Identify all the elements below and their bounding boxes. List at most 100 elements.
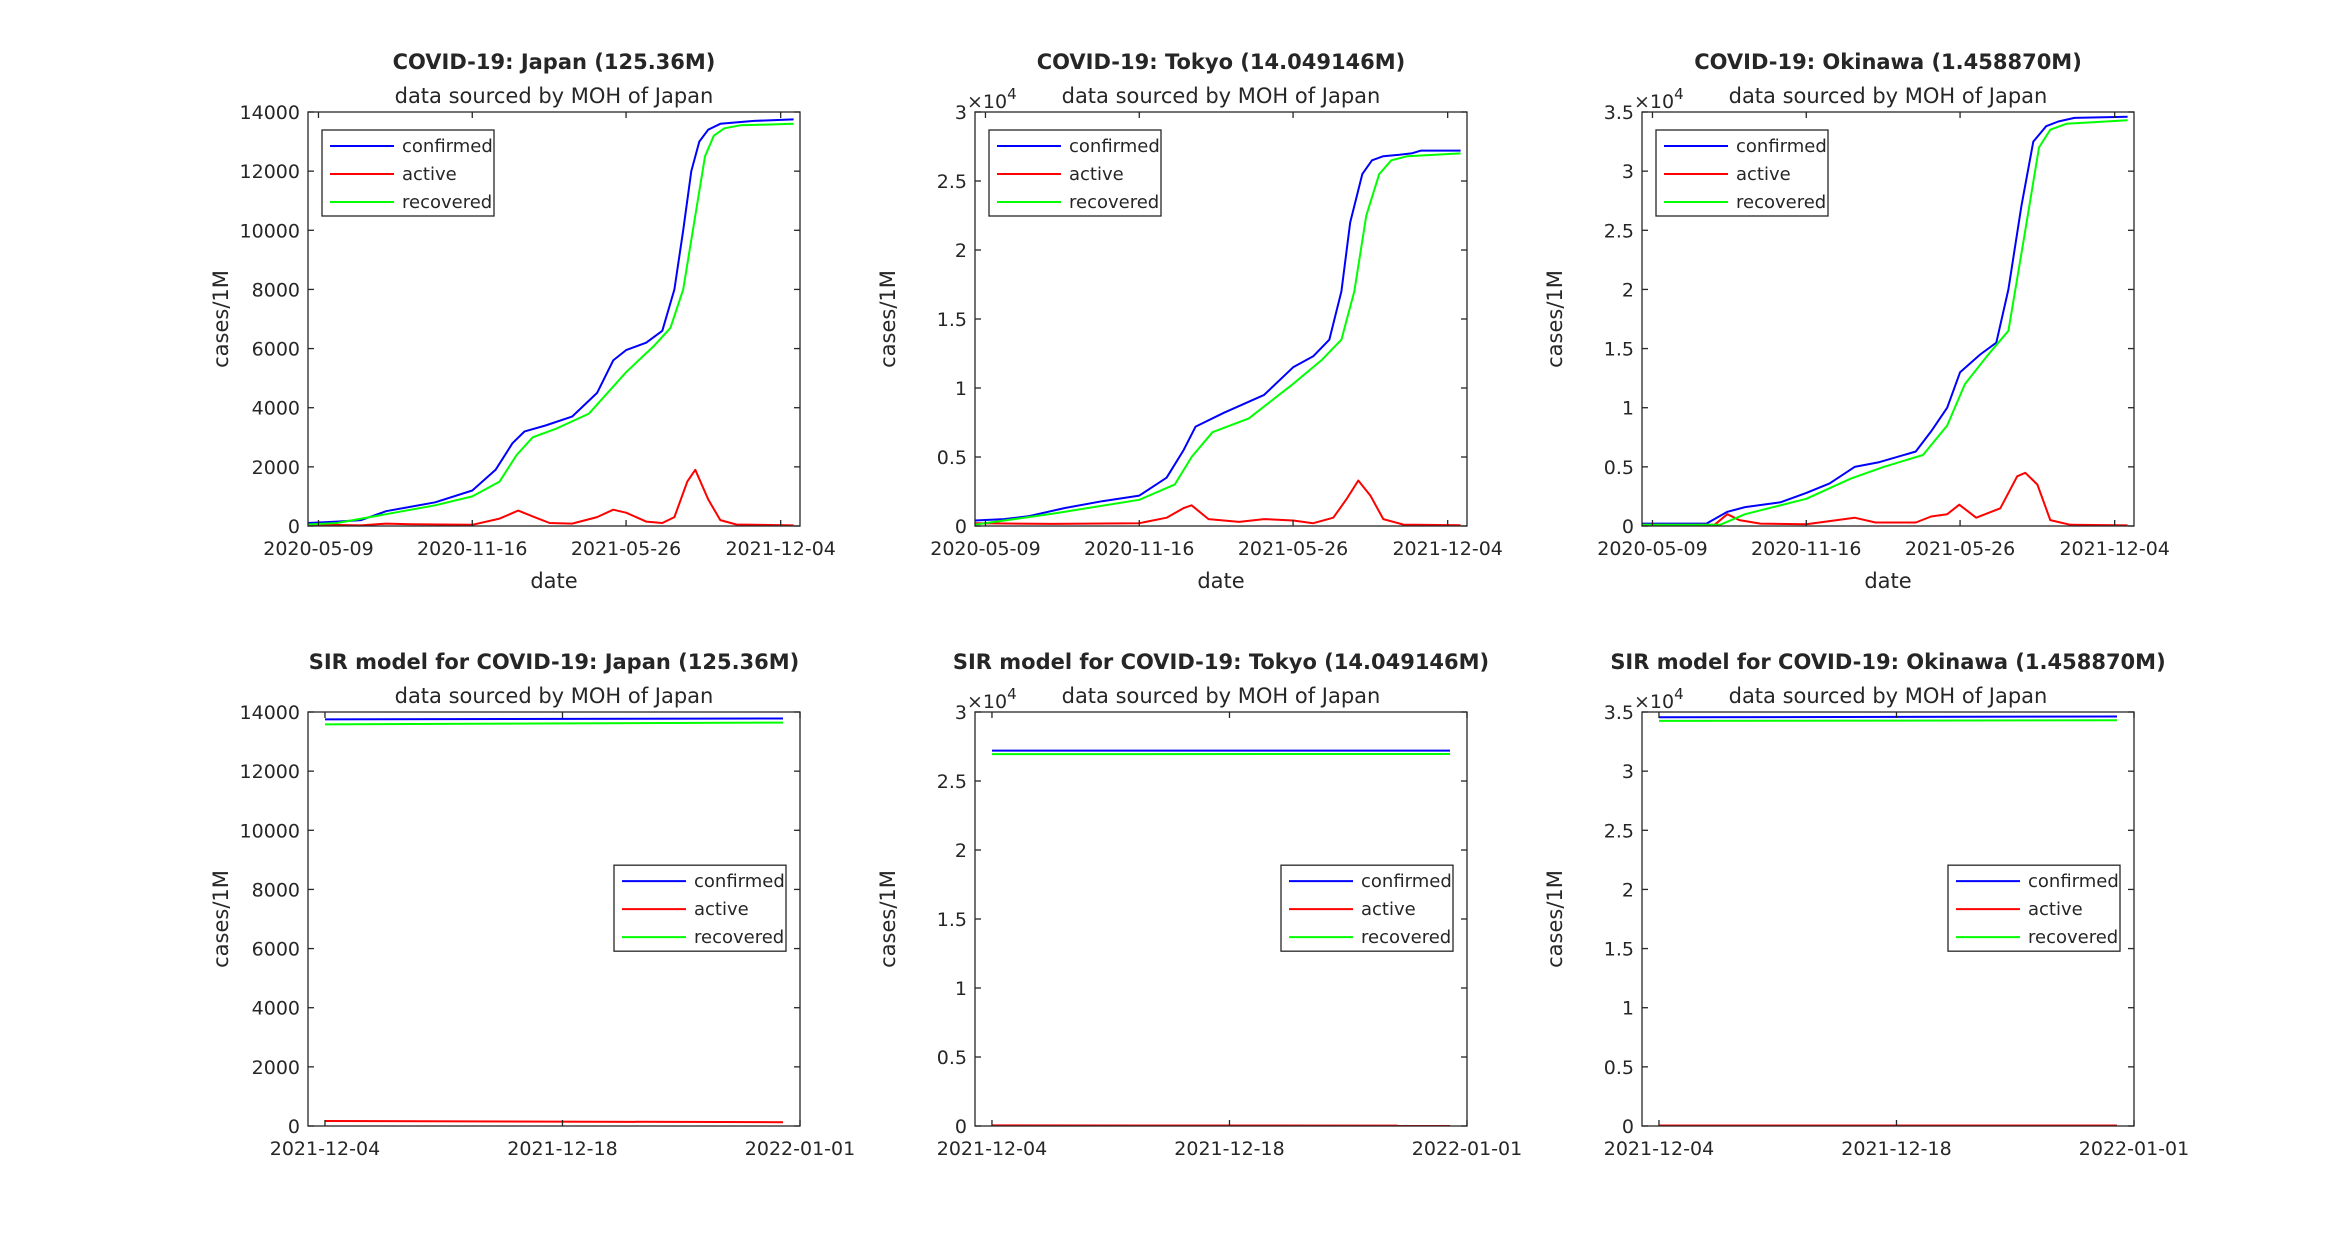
y-tick-label: 0: [1622, 1116, 1634, 1138]
series-recovered-line: [308, 122, 794, 526]
legend-label-recovered: recovered: [1069, 192, 1159, 213]
legend-label-confirmed: confirmed: [694, 871, 785, 892]
legend-label-recovered: recovered: [1361, 927, 1451, 948]
legend-label-confirmed: confirmed: [1736, 136, 1827, 157]
y-tick-label: 2: [955, 240, 967, 262]
legend: confirmed active recovered: [1947, 864, 2121, 952]
y-tick-label: 2.5: [937, 771, 967, 793]
y-tick-label: 10000: [240, 820, 300, 842]
plot-area: [308, 118, 794, 526]
axes-box: [307, 711, 801, 1127]
y-tick-label: 1: [955, 978, 967, 1000]
series-confirmed-line: [1642, 115, 2128, 525]
y-tick-label: 3: [1622, 761, 1634, 783]
chart-title: COVID-19: Tokyo (14.049146M): [1037, 50, 1406, 74]
x-tick-label: 2021-05-26: [571, 538, 681, 560]
y-tick-label: 3: [955, 102, 967, 124]
y-tick-label: 14000: [240, 702, 300, 724]
subplot-2: COVID-19: Tokyo (14.049146M) data sourced…: [876, 50, 1503, 593]
y-tick-label: 3.5: [1604, 702, 1634, 724]
legend-label-recovered: recovered: [1736, 192, 1826, 213]
x-tick-label: 2022-01-01: [1412, 1138, 1522, 1160]
chart-subtitle: data sourced by MOH of Japan: [395, 684, 714, 708]
y-tick-label: 0.5: [937, 1047, 967, 1069]
y-tick-label: 14000: [240, 102, 300, 124]
y-exponent-base: ×10: [1634, 91, 1674, 113]
y-tick-label: 1.5: [937, 909, 967, 931]
chart-subtitle: data sourced by MOH of Japan: [1062, 84, 1381, 108]
series-recovered-line: [1658, 719, 2118, 722]
y-tick-label: 0: [955, 516, 967, 538]
legend-label-confirmed: confirmed: [2028, 871, 2119, 892]
y-tick-label: 4000: [252, 998, 300, 1020]
legend-label-active: active: [1069, 164, 1124, 185]
x-tick-label: 2021-12-04: [725, 538, 835, 560]
chart-subtitle: data sourced by MOH of Japan: [1729, 84, 2048, 108]
series-confirmed-line: [1658, 715, 2118, 719]
y-exponent-power: 4: [1007, 685, 1017, 703]
y-tick-label: 3: [955, 702, 967, 724]
y-exponent-label: ×104: [1634, 685, 1684, 713]
y-exponent-base: ×10: [967, 91, 1007, 113]
legend-label-recovered: recovered: [694, 927, 784, 948]
x-tick-label: 2021-12-18: [1174, 1138, 1284, 1160]
y-tick-label: 0: [1622, 516, 1634, 538]
subplot-6: SIR model for COVID-19: Okinawa (1.45887…: [1543, 650, 2189, 1160]
y-tick-label: 6000: [252, 339, 300, 361]
legend-label-confirmed: confirmed: [1069, 136, 1160, 157]
y-tick-label: 0.5: [937, 447, 967, 469]
subplot-1: COVID-19: Japan (125.36M) data sourced by…: [209, 50, 836, 593]
x-tick-label: 2021-12-04: [270, 1138, 380, 1160]
x-axis-label: date: [1197, 569, 1244, 593]
series-recovered-line: [1642, 119, 2128, 526]
y-tick-label: 0.5: [1604, 1057, 1634, 1079]
y-tick-label: 2: [1622, 279, 1634, 301]
x-tick-label: 2020-05-09: [263, 538, 373, 560]
chart-subtitle: data sourced by MOH of Japan: [395, 84, 714, 108]
x-tick-label: 2020-05-09: [930, 538, 1040, 560]
y-tick-label: 0: [288, 516, 300, 538]
x-tick-label: 2020-11-16: [417, 538, 527, 560]
x-tick-label: 2021-12-04: [937, 1138, 1047, 1160]
y-tick-label: 12000: [240, 161, 300, 183]
series-active-line: [308, 468, 794, 526]
x-tick-label: 2020-11-16: [1751, 538, 1861, 560]
y-tick-label: 1: [955, 378, 967, 400]
series-confirmed-line: [324, 717, 784, 721]
y-tick-label: 2.5: [937, 171, 967, 193]
y-tick-label: 4000: [252, 398, 300, 420]
legend: confirmed active recovered: [1280, 864, 1454, 952]
y-tick-label: 10000: [240, 220, 300, 242]
y-tick-label: 1: [1622, 398, 1634, 420]
y-exponent-power: 4: [1674, 85, 1684, 103]
legend-label-confirmed: confirmed: [1361, 871, 1452, 892]
legend-label-recovered: recovered: [2028, 927, 2118, 948]
legend-label-active: active: [1736, 164, 1791, 185]
x-tick-label: 2021-12-04: [1604, 1138, 1714, 1160]
subplot-5: SIR model for COVID-19: Tokyo (14.049146…: [876, 650, 1522, 1160]
x-tick-label: 2021-05-26: [1905, 538, 2015, 560]
legend-label-recovered: recovered: [402, 192, 492, 213]
y-tick-label: 0: [955, 1116, 967, 1138]
y-exponent-base: ×10: [967, 691, 1007, 713]
y-exponent-label: ×104: [967, 85, 1017, 113]
y-tick-label: 8000: [252, 879, 300, 901]
y-exponent-base: ×10: [1634, 691, 1674, 713]
y-tick-label: 0.5: [1604, 457, 1634, 479]
y-exponent-label: ×104: [967, 685, 1017, 713]
axes-box: [1641, 711, 2135, 1127]
y-tick-label: 3: [1622, 161, 1634, 183]
y-exponent-power: 4: [1007, 85, 1017, 103]
legend-label-confirmed: confirmed: [402, 136, 493, 157]
series-confirmed-line: [308, 118, 794, 524]
y-tick-label: 0: [288, 1116, 300, 1138]
subplot-3: COVID-19: Okinawa (1.458870M) data source…: [1543, 50, 2170, 593]
y-axis-label: cases/1M: [876, 870, 900, 968]
series-recovered-line: [975, 152, 1461, 526]
x-tick-label: 2021-12-04: [2059, 538, 2169, 560]
y-tick-label: 2000: [252, 457, 300, 479]
y-tick-label: 2000: [252, 1057, 300, 1079]
x-axis-label: date: [1864, 569, 1911, 593]
y-exponent-label: ×104: [1634, 85, 1684, 113]
x-tick-label: 2020-11-16: [1084, 538, 1194, 560]
